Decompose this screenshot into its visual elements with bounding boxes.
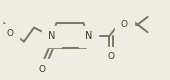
Text: O: O: [38, 65, 45, 74]
Text: O: O: [121, 20, 128, 29]
Text: N: N: [85, 31, 92, 41]
Text: N: N: [48, 31, 55, 41]
Text: O: O: [107, 52, 114, 61]
Text: O: O: [6, 29, 13, 38]
